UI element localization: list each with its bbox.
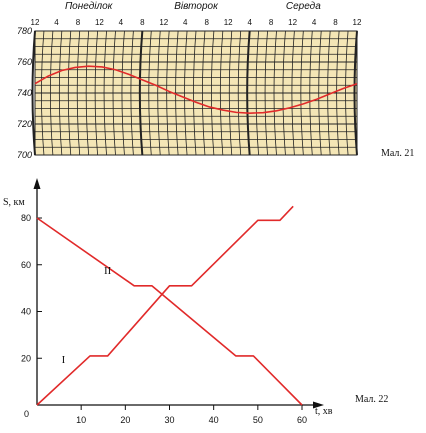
series-label: I bbox=[62, 354, 66, 366]
grid-vline bbox=[353, 30, 358, 156]
x-axis-label: t, хв bbox=[315, 406, 333, 417]
grid-vline bbox=[300, 30, 304, 156]
grid-vline bbox=[58, 30, 63, 156]
origin-label: 0 bbox=[24, 409, 29, 419]
grid-vline bbox=[336, 30, 340, 156]
grid-vline bbox=[282, 30, 286, 156]
hour-tick-label: 8 bbox=[140, 18, 145, 27]
pressure-tick-label: 780 bbox=[17, 26, 32, 36]
hour-tick-label: 12 bbox=[159, 18, 168, 27]
x-axis-arrow bbox=[313, 401, 324, 409]
series-label: II bbox=[104, 265, 112, 277]
series-line bbox=[36, 217, 303, 406]
x-tick-label: 30 bbox=[164, 415, 174, 425]
distance-series: III bbox=[36, 205, 303, 406]
hour-tick-label: 8 bbox=[333, 18, 338, 27]
grid-vline bbox=[246, 30, 251, 156]
axes bbox=[33, 178, 324, 409]
hour-tick-labels: 12 4 8 12 4 8 12 4 8 12 4 8 12 4 8 12 bbox=[31, 18, 362, 27]
grid-vline bbox=[291, 30, 295, 156]
grid-vline bbox=[148, 30, 152, 156]
grid-vline bbox=[228, 30, 233, 156]
grid-vline bbox=[31, 30, 36, 156]
pressure-tick-label: 760 bbox=[17, 57, 32, 67]
day-label: Вівторок bbox=[174, 1, 219, 12]
grid-vline bbox=[138, 30, 144, 156]
grid-vline bbox=[157, 30, 161, 156]
y-tick-label: 80 bbox=[21, 213, 31, 223]
grid-vline bbox=[264, 30, 268, 156]
y-axis-arrow bbox=[33, 178, 41, 189]
grid-vline bbox=[273, 30, 277, 156]
grid-vline bbox=[318, 30, 322, 156]
grid-vline bbox=[67, 30, 72, 156]
pressure-tick-label: 720 bbox=[17, 119, 32, 129]
grid-vline bbox=[166, 30, 170, 156]
grid-vline bbox=[255, 30, 260, 156]
hour-tick-label: 8 bbox=[269, 18, 274, 27]
time-tick-labels: 10 20 30 40 50 60 bbox=[76, 405, 307, 425]
grid-vline bbox=[121, 30, 125, 156]
hour-tick-label: 4 bbox=[312, 18, 317, 27]
grid-vline bbox=[327, 30, 331, 156]
grid-vline bbox=[309, 30, 313, 156]
day-label: Середа bbox=[286, 1, 321, 12]
hour-tick-label: 12 bbox=[353, 18, 362, 27]
hour-tick-label: 8 bbox=[76, 18, 81, 27]
grid-vline bbox=[49, 30, 54, 156]
grid-vline bbox=[219, 30, 224, 156]
distance-tick-labels: 20 40 60 80 bbox=[21, 213, 42, 363]
grid-vline bbox=[345, 30, 349, 156]
grid-vline bbox=[41, 30, 45, 156]
y-axis-label: S, км bbox=[3, 197, 25, 208]
hour-tick-label: 12 bbox=[224, 18, 233, 27]
grid-vline bbox=[184, 30, 188, 156]
y-tick-label: 60 bbox=[21, 260, 31, 270]
series-line bbox=[36, 205, 294, 406]
hour-tick-label: 4 bbox=[54, 18, 59, 27]
pressure-tick-label: 740 bbox=[17, 88, 32, 98]
day-labels: Понеділок Вівторок Середа bbox=[65, 1, 321, 12]
pressure-tick-label: 700 bbox=[17, 150, 32, 160]
hour-tick-label: 12 bbox=[31, 18, 40, 27]
pressure-tick-labels: 700 720 740 760 780 bbox=[17, 26, 32, 160]
y-tick-label: 20 bbox=[21, 353, 31, 363]
pressure-series bbox=[34, 65, 358, 114]
grid-vline bbox=[130, 30, 134, 156]
x-tick-label: 10 bbox=[76, 415, 86, 425]
day-label: Понеділок bbox=[65, 1, 114, 12]
grid-vline bbox=[202, 30, 206, 156]
grid-vline bbox=[210, 30, 215, 156]
grid-vline bbox=[193, 30, 197, 156]
grid-vline bbox=[76, 30, 81, 156]
figure-caption-2: Мал. 22 bbox=[355, 394, 388, 405]
grid-vline bbox=[237, 30, 242, 156]
hour-tick-label: 12 bbox=[288, 18, 297, 27]
x-tick-label: 40 bbox=[209, 415, 219, 425]
x-tick-label: 20 bbox=[120, 415, 130, 425]
pressure-line bbox=[34, 65, 358, 114]
grid-vline bbox=[94, 30, 99, 156]
y-tick-label: 40 bbox=[21, 307, 31, 317]
chart-pressure-week: Понеділок Вівторок Середа 12 4 8 12 4 8 12 4 8 12 4 8… bbox=[17, 1, 414, 160]
grid-vline bbox=[175, 30, 179, 156]
x-tick-label: 50 bbox=[253, 415, 263, 425]
grid-vline bbox=[103, 30, 107, 156]
figure-caption-1: Мал. 21 bbox=[381, 148, 414, 159]
pressure-grid bbox=[31, 30, 358, 156]
grid-vline bbox=[85, 30, 90, 156]
hour-tick-label: 4 bbox=[183, 18, 188, 27]
hour-tick-label: 12 bbox=[95, 18, 104, 27]
x-tick-label: 60 bbox=[297, 415, 307, 425]
hour-tick-label: 4 bbox=[119, 18, 124, 27]
hour-tick-label: 4 bbox=[247, 18, 252, 27]
grid-vline bbox=[112, 30, 116, 156]
hour-tick-label: 8 bbox=[205, 18, 210, 27]
